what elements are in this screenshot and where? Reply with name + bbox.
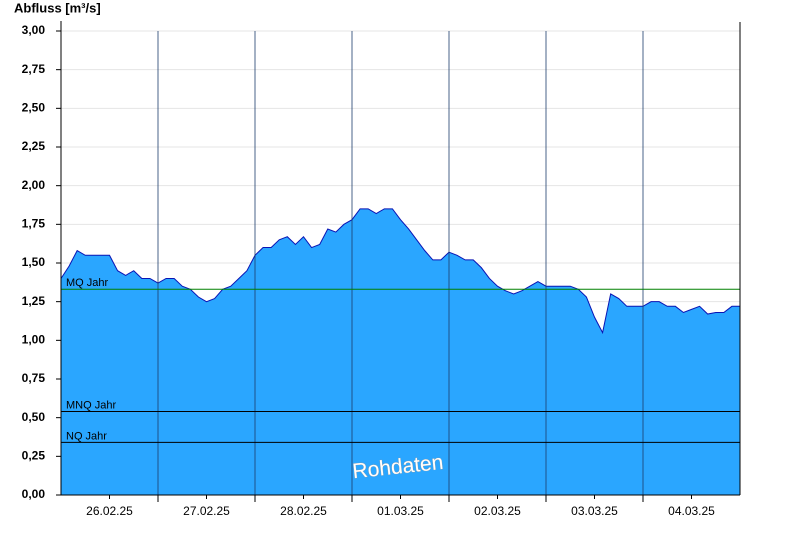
x-tick-label: 02.03.25 [474,504,521,518]
y-tick-label: 2,00 [22,178,46,192]
y-tick-label: 3,00 [22,23,46,37]
y-tick-label: 1,75 [22,217,46,231]
y-tick-label: 0,00 [22,487,46,501]
y-tick-label: 2,75 [22,62,46,76]
y-tick-label: 0,25 [22,449,46,463]
y-tick-label: 1,00 [22,333,46,347]
x-tick-label: 01.03.25 [377,504,424,518]
y-axis-title: Abfluss [m³/s] [14,0,101,15]
reference-label: NQ Jahr [66,430,107,442]
y-tick-label: 1,50 [22,255,46,269]
x-tick-label: 26.02.25 [86,504,133,518]
x-tick-label: 27.02.25 [183,504,230,518]
area [61,208,740,495]
x-tick-label: 04.03.25 [668,504,715,518]
y-tick-label: 0,75 [22,371,46,385]
y-tick-label: 2,50 [22,101,46,115]
reference-label: MNQ Jahr [66,399,116,411]
x-tick-label: 28.02.25 [280,504,327,518]
y-tick-label: 2,25 [22,139,46,153]
y-tick-label: 1,25 [22,294,46,308]
y-tick-label: 0,50 [22,410,46,424]
reference-label: MQ Jahr [66,277,109,289]
line [60,208,740,335]
x-tick-label: 03.03.25 [571,504,618,518]
